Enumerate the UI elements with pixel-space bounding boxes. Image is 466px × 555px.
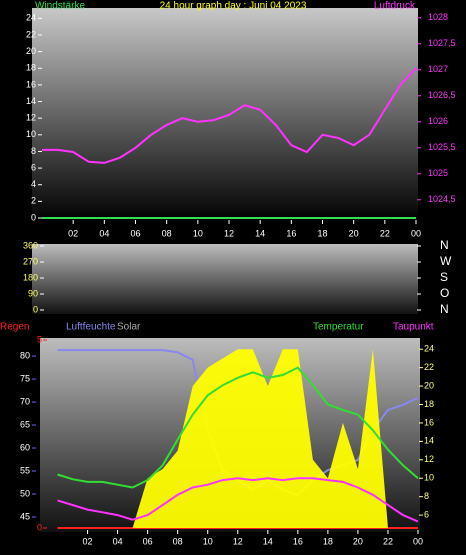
x-tick-label: 20 xyxy=(349,228,359,238)
x-tick-label: 04 xyxy=(99,228,109,238)
series-line xyxy=(42,67,417,164)
series-line xyxy=(57,366,419,489)
legend-label: Solar xyxy=(117,322,141,333)
y-tick-label: 270 xyxy=(23,256,38,266)
y2-tick-label: 1024,5 xyxy=(428,194,456,204)
legend-label: Windstärke xyxy=(35,1,85,12)
y2-tick-label: 14 xyxy=(424,436,434,446)
y2-tick-label: 20 xyxy=(424,380,434,390)
x-tick-label: 22 xyxy=(380,228,390,238)
series-line xyxy=(57,477,419,523)
y2-tick-label: 1027,5 xyxy=(428,38,456,48)
y-tick-label: 70 xyxy=(20,396,30,406)
x-tick-label: 18 xyxy=(317,228,327,238)
y2-tick-label: 10 xyxy=(424,473,434,483)
x-tick-label: 08 xyxy=(162,228,172,238)
legend-label: Luftdruck xyxy=(374,1,416,12)
y-tick-label: 65 xyxy=(20,419,30,429)
y2-tick-label: 12 xyxy=(424,454,434,464)
y-tick-label: 60 xyxy=(20,442,30,452)
y-tick-label: 6 xyxy=(31,162,36,172)
plot-area xyxy=(32,8,418,222)
y-tick-label: 90 xyxy=(28,288,38,298)
y2-tick-label: O xyxy=(440,286,449,300)
x-tick-label: 04 xyxy=(113,536,123,546)
y-tick-label: 8 xyxy=(31,146,36,156)
legend-label: Taupunkt xyxy=(393,322,434,333)
y2-tick-label: 16 xyxy=(424,417,434,427)
y2-tick-label: W xyxy=(440,254,452,268)
y-tick-label: 10 xyxy=(26,129,36,139)
y-tick-label: 80 xyxy=(20,350,30,360)
chart-title: 24 hour graph day : Juni 04 2023 xyxy=(160,1,307,12)
x-tick-label: 16 xyxy=(286,228,296,238)
y-tick-label: 24 xyxy=(26,13,36,23)
y2-tick-label: 1026 xyxy=(428,116,448,126)
y2-tick-label: 1026,5 xyxy=(428,90,456,100)
y2-tick-label: 1027 xyxy=(428,64,448,74)
x-tick-label: 12 xyxy=(233,536,243,546)
y2-tick-label: N xyxy=(440,302,449,316)
x-tick-label: 16 xyxy=(293,536,303,546)
y3-tick-label: 0 xyxy=(37,522,42,532)
y-tick-label: 18 xyxy=(26,63,36,73)
x-tick-label: 18 xyxy=(323,536,333,546)
solar-area xyxy=(57,349,418,528)
y-tick-label: 22 xyxy=(26,29,36,39)
y-tick-label: 0 xyxy=(31,212,36,222)
y2-tick-label: 24 xyxy=(424,344,434,354)
x-tick-label: 10 xyxy=(193,228,203,238)
y2-tick-label: N xyxy=(440,238,449,252)
x-tick-label: 22 xyxy=(383,536,393,546)
y2-tick-label: 6 xyxy=(424,509,429,519)
x-tick-label: 14 xyxy=(263,536,273,546)
y-tick-label: 16 xyxy=(26,79,36,89)
y2-tick-label: 1025,5 xyxy=(428,142,456,152)
legend-label: Temperatur xyxy=(313,322,364,333)
y-tick-label: 4 xyxy=(31,179,36,189)
y-tick-label: 45 xyxy=(20,511,30,521)
x-tick-label: 20 xyxy=(353,536,363,546)
y2-tick-label: 18 xyxy=(424,399,434,409)
y-tick-label: 180 xyxy=(23,272,38,282)
x-tick-label: 02 xyxy=(68,228,78,238)
x-tick-label: 08 xyxy=(173,536,183,546)
y-tick-label: 360 xyxy=(23,240,38,250)
y2-tick-label: 8 xyxy=(424,491,429,501)
y-tick-label: 0 xyxy=(33,304,38,314)
y-tick-label: 75 xyxy=(20,373,30,383)
y2-tick-label: 22 xyxy=(424,362,434,372)
x-tick-label: 02 xyxy=(83,536,93,546)
y-tick-label: 50 xyxy=(20,488,30,498)
y-tick-label: 20 xyxy=(26,46,36,56)
x-tick-label: 12 xyxy=(224,228,234,238)
y-tick-label: 12 xyxy=(26,113,36,123)
legend-label: Luftfeuchte xyxy=(66,322,116,333)
x-tick-label: 10 xyxy=(203,536,213,546)
legend-label: Regen xyxy=(0,322,29,333)
y2-tick-label: 1028 xyxy=(428,12,448,22)
x-tick-label: 06 xyxy=(130,228,140,238)
y2-tick-label: S xyxy=(440,270,448,284)
plot-area xyxy=(32,244,418,314)
y2-tick-label: 1025 xyxy=(428,168,448,178)
y3-tick-label: 5 xyxy=(37,334,42,344)
y-tick-label: 55 xyxy=(20,465,30,475)
y-tick-label: 2 xyxy=(31,196,36,206)
x-tick-label: 00 xyxy=(411,228,421,238)
x-tick-label: 00 xyxy=(413,536,423,546)
x-tick-label: 14 xyxy=(255,228,265,238)
x-tick-label: 06 xyxy=(143,536,153,546)
y-tick-label: 14 xyxy=(26,96,36,106)
